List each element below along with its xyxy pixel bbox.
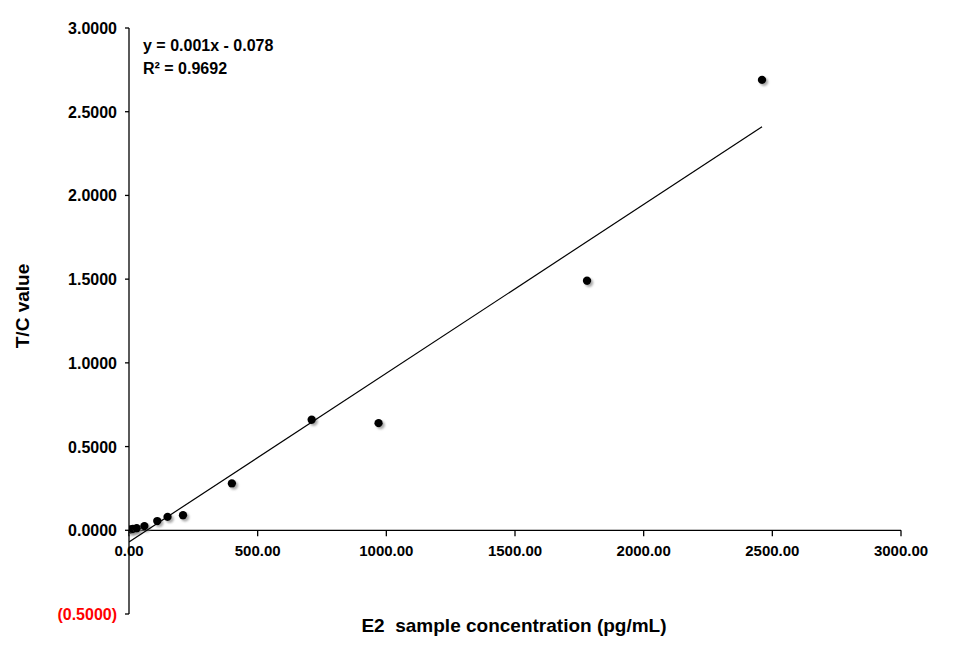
x-tick [257,530,258,536]
data-point [179,511,187,519]
y-tick-label: (0.5000) [57,606,117,623]
x-tick [772,530,773,536]
x-tick [900,530,901,536]
y-tick-label: 2.0000 [68,187,117,204]
data-point [583,277,591,285]
y-tick [125,278,129,279]
x-tick-label: 1500.00 [488,542,542,559]
data-point [758,76,766,84]
x-tick [514,530,515,536]
y-tick [125,362,129,363]
x-tick-label: 0.00 [114,542,143,559]
data-point [140,522,148,530]
annotation: R² = 0.9692 [143,60,227,77]
data-point [228,479,236,487]
x-tick [386,530,387,536]
x-tick-label: 500.00 [235,542,281,559]
y-tick [125,195,129,196]
y-tick [125,111,129,112]
y-tick [125,530,129,531]
y-tick-label: 1.5000 [68,271,117,288]
data-point [133,524,141,532]
y-tick [125,446,129,447]
y-tick [125,27,129,28]
y-tick-label: 3.0000 [68,20,117,37]
y-tick-label: 2.5000 [68,104,117,121]
y-tick-label: 0.0000 [68,522,117,539]
x-tick [643,530,644,536]
y-tick [125,613,129,614]
x-tick-label: 2500.00 [745,542,799,559]
x-tick-label: 2000.00 [617,542,671,559]
chart: 0.00 500.00 1000.00 1500.00 2000.00 2500.00 30… [0,0,954,654]
y-tick-label: 0.5000 [68,439,117,456]
y-tick-label: 1.0000 [68,355,117,372]
plot-area [129,76,766,542]
y-axis-label: T/C value [12,264,33,348]
data-point [374,419,382,427]
x-tick-label: 1000.00 [359,542,413,559]
x-tick-label: 3000.00 [874,542,928,559]
annotation: y = 0.001x - 0.078 [143,37,273,54]
x-axis-label: E2 sample concentration (pg/mL) [361,615,666,636]
trend-line [129,127,762,542]
